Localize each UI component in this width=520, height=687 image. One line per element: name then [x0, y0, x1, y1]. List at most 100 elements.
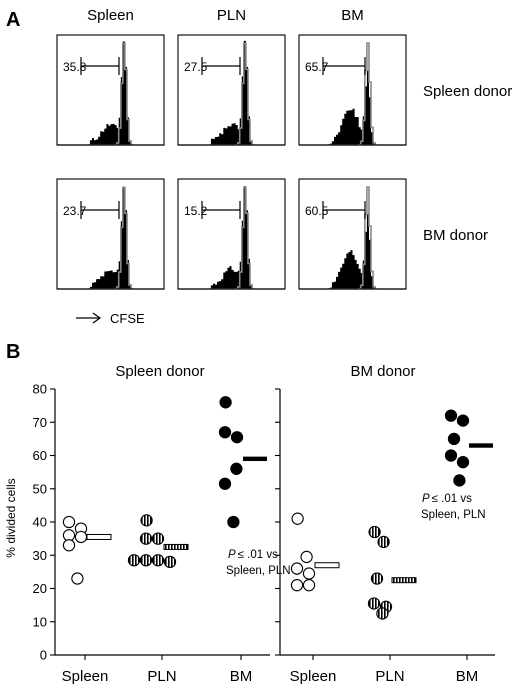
- histogram-panel: 23.7: [56, 178, 165, 290]
- panel-a-label: A: [6, 9, 20, 31]
- x-tick-label: PLN: [375, 668, 404, 685]
- annotation-left: P ≤ .01 vs Spleen, PLN: [226, 549, 291, 577]
- x-tick-label: Spleen: [290, 668, 337, 685]
- data-point: [139, 554, 153, 567]
- x-tick-label: BM: [230, 668, 253, 685]
- data-point: [376, 607, 389, 620]
- data-point: [291, 512, 304, 525]
- data-point: [127, 554, 141, 567]
- annotation-right: P ≤ .01 vs Spleen, PLN: [421, 493, 486, 521]
- scatter-panel: Spleen donor 0 10 20 30 40 50 60 70 80 Spleen PLN BM: [33, 363, 270, 685]
- annotation-p: P: [422, 493, 430, 505]
- histogram-row-label: BM donor: [423, 227, 488, 244]
- data-point: [444, 409, 458, 422]
- mean-bar: [86, 533, 112, 540]
- svg-text:P≤ .01 vs: P ≤ .01 vs: [228, 549, 278, 561]
- y-axis-label: % divided cells: [4, 478, 18, 557]
- gate-percentage: 65.7: [305, 60, 329, 74]
- data-point: [151, 532, 165, 545]
- cfse-arrow: [76, 312, 102, 324]
- data-point: [151, 554, 165, 567]
- panel-title: BM donor: [350, 363, 415, 380]
- y-tick-label: 50: [33, 481, 47, 496]
- annotation-line1: ≤ .01 vs: [238, 549, 278, 561]
- data-point: [300, 550, 313, 564]
- mean-bar: [314, 562, 340, 569]
- y-tick-label: 80: [33, 382, 47, 397]
- gate-percentage: 27.5: [184, 60, 208, 74]
- data-point: [367, 597, 381, 610]
- data-point: [302, 567, 316, 580]
- annotation-line1: ≤ .01 vs: [432, 493, 472, 505]
- mean-bar: [391, 577, 417, 584]
- histogram-filled: [178, 186, 285, 289]
- mean-bar: [243, 456, 267, 462]
- data-point: [447, 432, 461, 446]
- data-point: [71, 572, 84, 585]
- data-point: [139, 532, 153, 545]
- histogram-filled: [57, 186, 164, 289]
- scatter-panel: BM donor Spleen PLN BM: [275, 363, 495, 685]
- cfse-label: CFSE: [110, 311, 145, 326]
- gate-percentage: 60.5: [305, 204, 329, 218]
- histogram-panel: 65.7: [298, 34, 407, 146]
- histogram-row-label: Spleen donor: [423, 83, 512, 100]
- data-point: [290, 562, 304, 575]
- histogram-panel: 60.5: [298, 178, 407, 290]
- y-tick-label: 20: [33, 581, 47, 596]
- panel-b-label: B: [6, 341, 20, 363]
- y-tick-label: 60: [33, 448, 47, 463]
- data-point: [453, 474, 466, 487]
- histogram-column-title: Spleen: [87, 7, 134, 24]
- data-point: [370, 572, 384, 585]
- histogram-column-title: PLN: [217, 7, 246, 24]
- data-point: [456, 414, 470, 427]
- data-point: [227, 515, 240, 529]
- data-point: [230, 431, 244, 444]
- data-point: [230, 462, 243, 475]
- data-point: [290, 579, 304, 592]
- x-tick-label: BM: [456, 668, 479, 685]
- x-tick-label: Spleen: [62, 668, 109, 685]
- y-tick-label: 30: [33, 548, 47, 563]
- histogram-filled: [299, 213, 406, 289]
- histogram-panel: 15.2: [177, 178, 286, 290]
- y-tick-label: 10: [33, 614, 47, 629]
- data-point: [377, 535, 390, 549]
- histogram-panel: 27.5: [177, 34, 286, 146]
- histogram-filled: [299, 70, 406, 145]
- data-point: [62, 539, 76, 552]
- data-point: [74, 530, 88, 544]
- data-point: [62, 515, 76, 529]
- gate-percentage: 23.7: [63, 204, 87, 218]
- histogram-grid: Spleen PLN BM Spleen donor BM donor 35.8 27.5 6…: [56, 7, 512, 290]
- data-point: [219, 396, 232, 409]
- gate-percentage: 35.8: [63, 60, 87, 74]
- histogram-filled: [57, 41, 164, 145]
- data-point: [368, 525, 381, 539]
- panel-title: Spleen donor: [115, 363, 204, 380]
- y-tick-label: 40: [33, 515, 47, 530]
- histogram-column-title: BM: [341, 7, 364, 24]
- data-point: [302, 579, 316, 592]
- annotation-line2: Spleen, PLN: [226, 565, 291, 577]
- data-point: [218, 426, 232, 439]
- annotation-line2: Spleen, PLN: [421, 509, 486, 521]
- data-point: [444, 449, 458, 462]
- y-tick-label: 0: [40, 648, 47, 663]
- data-point: [456, 455, 470, 469]
- y-tick-label: 70: [33, 415, 47, 430]
- svg-text:P≤ .01 vs: P ≤ .01 vs: [422, 493, 472, 505]
- mean-bar: [469, 443, 493, 448]
- histogram-panel: 35.8: [56, 34, 165, 146]
- mean-bar: [163, 543, 189, 550]
- data-point: [163, 555, 177, 569]
- data-point: [218, 477, 232, 490]
- gate-percentage: 15.2: [184, 204, 208, 218]
- annotation-p: P: [228, 549, 236, 561]
- histogram-filled: [178, 40, 285, 145]
- data-point: [140, 514, 153, 527]
- x-tick-label: PLN: [147, 668, 176, 685]
